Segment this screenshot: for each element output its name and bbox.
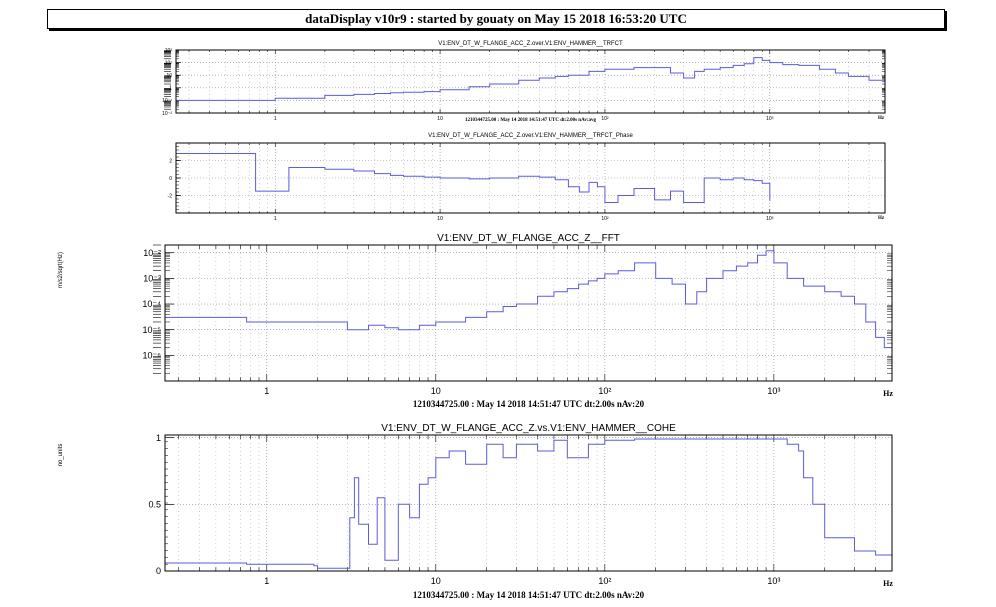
x-axis-label: Hz [883, 389, 893, 398]
y-tick-label: 10⁻² [143, 248, 161, 258]
y-tick-label: 0 [169, 176, 172, 182]
plot-frame [175, 49, 886, 114]
chart-title: V1:ENV_DT_W_FLANGE_ACC_Z.vs.V1:ENV_HAMME… [381, 423, 676, 434]
y-axis-label: m/s2/sqrt(Hz) [58, 252, 64, 288]
x-axis-label: Hz [878, 116, 885, 121]
chart-title: V1:ENV_DT_W_FLANGE_ACC_Z__FFT [437, 233, 620, 244]
y-tick-label: 10⁻⁴ [142, 299, 161, 309]
x-axis-label: Hz [883, 579, 893, 588]
x-tick-label: 10² [601, 216, 609, 222]
chart-panel-3: V1:ENV_DT_W_FLANGE_ACC_Z__FFT 10⁻⁶ 10⁻⁵ 10⁻… [58, 233, 893, 409]
x-tick-label: 1 [274, 116, 277, 122]
chart-footer: 1210344725.00 : May 14 2018 14:51:47 UTC… [465, 118, 597, 123]
x-tick-label: 10² [601, 116, 609, 122]
chart-title: V1:ENV_DT_W_FLANGE_ACC_Z.over.V1:ENV_HAM… [438, 41, 623, 47]
y-tick-label: 10⁻³ [143, 274, 161, 284]
y-tick-label: 10⁻² [162, 111, 172, 117]
plot-frame [164, 434, 893, 572]
series-line-1 [165, 438, 893, 569]
x-tick-label: 10 [431, 576, 441, 586]
y-tick-label: 0.5 [148, 499, 161, 509]
chart-panel-4: V1:ENV_DT_W_FLANGE_ACC_Z.vs.V1:ENV_HAMME… [58, 423, 893, 600]
y-tick-label: 2 [169, 158, 172, 164]
chart-title: V1:ENV_DT_W_FLANGE_ACC_Z.over.V1:ENV_HAM… [428, 133, 633, 139]
chart-panel-2: V1:ENV_DT_W_FLANGE_ACC_Z.over.V1:ENV_HAM… [168, 133, 886, 222]
y-tick-label: 1 [156, 433, 161, 443]
series-line-1 [176, 57, 886, 101]
x-axis-label: Hz [878, 216, 885, 221]
plot-frame [175, 142, 886, 214]
x-tick-label: 10³ [767, 386, 780, 396]
window-title-bar: dataDisplay v10r9 : started by gouaty on… [47, 9, 945, 29]
x-tick-label: 1 [264, 386, 269, 396]
y-tick-label: 10⁻⁵ [143, 325, 162, 335]
x-tick-label: 10² [598, 576, 611, 586]
plot-frame [164, 244, 893, 382]
chart-footer: 1210344725.00 : May 14 2018 14:51:47 UTC… [413, 399, 645, 409]
y-tick-label: 10⁻⁶ [143, 350, 162, 360]
window-title: dataDisplay v10r9 : started by gouaty on… [305, 11, 687, 26]
y-tick-label: -2 [168, 193, 173, 199]
y-tick-label: 0 [156, 566, 161, 576]
x-tick-label: 10 [437, 216, 443, 222]
x-tick-label: 10² [598, 386, 611, 396]
x-tick-label: 1 [274, 216, 277, 222]
series-line-1 [176, 153, 771, 203]
x-tick-label: 10 [431, 386, 441, 396]
series-line-1 [165, 250, 893, 356]
x-tick-label: 1 [264, 576, 269, 586]
x-tick-label: 10³ [767, 576, 780, 586]
y-axis-label: no_units [58, 444, 64, 467]
x-tick-label: 10 [437, 116, 443, 122]
x-tick-label: 10³ [766, 116, 774, 122]
x-tick-label: 10³ [766, 216, 774, 222]
chart-footer: 1210344725.00 : May 14 2018 14:51:47 UTC… [413, 590, 645, 600]
chart-panel-1: V1:ENV_DT_W_FLANGE_ACC_Z.over.V1:ENV_HAM… [162, 41, 886, 123]
